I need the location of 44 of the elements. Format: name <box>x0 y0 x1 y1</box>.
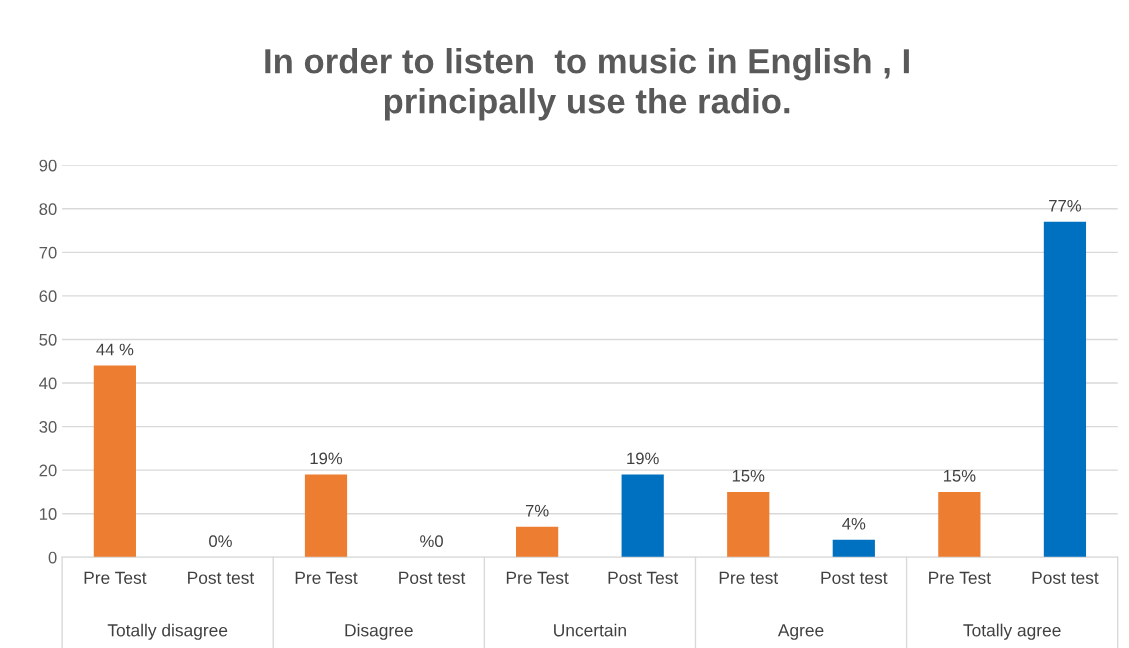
y-tick-label: 80 <box>39 203 57 215</box>
bar <box>1043 221 1087 558</box>
y-tick-label: 30 <box>39 421 57 433</box>
y-tick-label: 0 <box>48 551 57 564</box>
y-tick-label: 40 <box>39 377 57 390</box>
text: Uncertain <box>554 623 626 637</box>
bar <box>93 365 136 558</box>
bar <box>516 526 559 558</box>
x-tick-label: Pre Test <box>506 571 569 584</box>
x-tick-label: Pre test <box>719 571 779 584</box>
x-tick-label: Post Test <box>608 571 679 584</box>
text: Disagree <box>345 623 413 640</box>
data-label: 15% <box>732 469 765 482</box>
chart-title: In order to listen to music in English , I principally use the radio. <box>265 48 909 121</box>
bar <box>938 491 981 558</box>
text: Agree <box>777 624 824 640</box>
data-label: 0% <box>209 535 232 548</box>
bar <box>621 474 664 558</box>
bar <box>304 474 348 558</box>
data-label: 4% <box>842 517 866 530</box>
y-tick-label: 70 <box>39 246 57 259</box>
x-tick-label: Post test <box>188 571 255 584</box>
bar <box>832 539 875 558</box>
x-tick-label: Post test <box>821 571 888 584</box>
data-label: 7% <box>525 504 549 517</box>
text: Totally agree <box>963 623 1061 640</box>
data-label: 15% <box>943 469 976 482</box>
x-tick-label: Pre Test <box>929 571 991 584</box>
data-label: 19% <box>627 452 659 465</box>
y-tick-label: 60 <box>39 290 57 303</box>
x-tick-label: Post test <box>1032 571 1099 584</box>
x-tick-label: Pre Test <box>84 571 147 584</box>
data-label: 44 % <box>96 343 134 356</box>
text: Totally disagree <box>107 623 228 640</box>
y-tick-label: 90 <box>39 159 57 172</box>
data-label: 77% <box>1049 199 1082 212</box>
y-tick-label: 10 <box>39 508 57 520</box>
data-label: %0 <box>420 535 443 548</box>
bar <box>727 491 770 558</box>
x-tick-label: Pre Test <box>295 571 358 584</box>
y-tick-label: 50 <box>39 333 57 346</box>
y-tick-label: 20 <box>39 464 57 477</box>
data-label: 19% <box>310 452 343 465</box>
x-tick-label: Post test <box>399 571 466 584</box>
